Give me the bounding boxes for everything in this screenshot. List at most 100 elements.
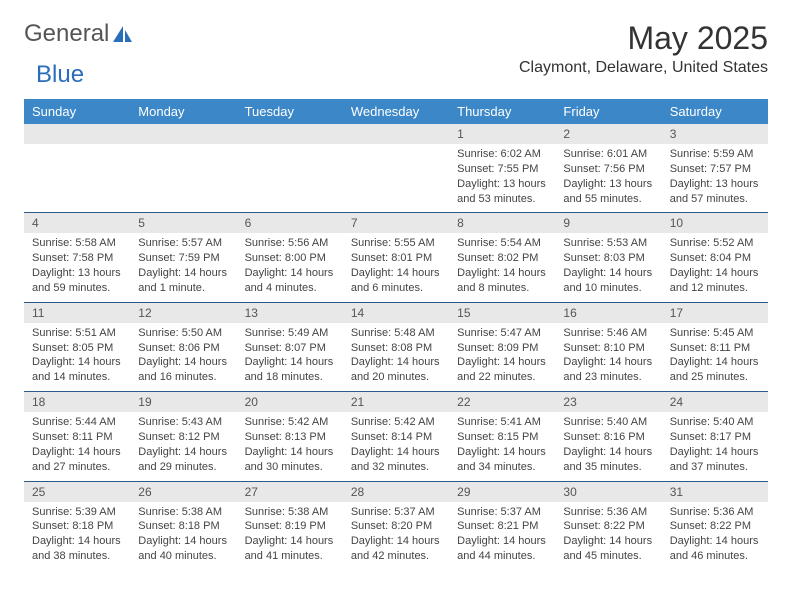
day-number: 31 <box>662 482 768 502</box>
daylight-text: Daylight: 14 hours and 46 minutes. <box>670 534 760 564</box>
day-cell: Sunrise: 5:54 AMSunset: 8:02 PMDaylight:… <box>449 233 555 301</box>
day-number: 11 <box>24 303 130 323</box>
daylight-text: Daylight: 14 hours and 35 minutes. <box>563 445 653 475</box>
week-block: 123Sunrise: 6:02 AMSunset: 7:55 PMDaylig… <box>24 124 768 213</box>
day-cell: Sunrise: 5:57 AMSunset: 7:59 PMDaylight:… <box>130 233 236 301</box>
daylight-text: Daylight: 14 hours and 40 minutes. <box>138 534 228 564</box>
day-header: Saturday <box>662 99 768 124</box>
sunset-text: Sunset: 8:06 PM <box>138 341 228 356</box>
day-header: Tuesday <box>237 99 343 124</box>
sunrise-text: Sunrise: 5:42 AM <box>351 415 441 430</box>
sunset-text: Sunset: 8:03 PM <box>563 251 653 266</box>
day-number: 18 <box>24 392 130 412</box>
sunset-text: Sunset: 7:58 PM <box>32 251 122 266</box>
sunrise-text: Sunrise: 5:44 AM <box>32 415 122 430</box>
daylight-text: Daylight: 14 hours and 10 minutes. <box>563 266 653 296</box>
day-number: 29 <box>449 482 555 502</box>
sunset-text: Sunset: 8:08 PM <box>351 341 441 356</box>
content-row: Sunrise: 5:51 AMSunset: 8:05 PMDaylight:… <box>24 323 768 391</box>
day-cell: Sunrise: 6:01 AMSunset: 7:56 PMDaylight:… <box>555 144 661 212</box>
day-cell: Sunrise: 5:50 AMSunset: 8:06 PMDaylight:… <box>130 323 236 391</box>
sunrise-text: Sunrise: 5:52 AM <box>670 236 760 251</box>
day-header-row: Sunday Monday Tuesday Wednesday Thursday… <box>24 99 768 124</box>
day-number: 19 <box>130 392 236 412</box>
day-number: 10 <box>662 213 768 233</box>
daylight-text: Daylight: 14 hours and 45 minutes. <box>563 534 653 564</box>
sunset-text: Sunset: 8:20 PM <box>351 519 441 534</box>
daylight-text: Daylight: 14 hours and 30 minutes. <box>245 445 335 475</box>
day-header: Monday <box>130 99 236 124</box>
day-cell <box>343 144 449 212</box>
month-title: May 2025 <box>519 20 768 57</box>
day-cell <box>130 144 236 212</box>
sunset-text: Sunset: 8:18 PM <box>32 519 122 534</box>
daylight-text: Daylight: 14 hours and 38 minutes. <box>32 534 122 564</box>
weeks-container: 123Sunrise: 6:02 AMSunset: 7:55 PMDaylig… <box>24 124 768 570</box>
day-number: 30 <box>555 482 661 502</box>
content-row: Sunrise: 5:58 AMSunset: 7:58 PMDaylight:… <box>24 233 768 301</box>
day-cell <box>237 144 343 212</box>
sunset-text: Sunset: 8:11 PM <box>670 341 760 356</box>
daynum-row: 11121314151617 <box>24 303 768 323</box>
day-cell: Sunrise: 5:36 AMSunset: 8:22 PMDaylight:… <box>662 502 768 570</box>
sunrise-text: Sunrise: 5:43 AM <box>138 415 228 430</box>
day-cell: Sunrise: 5:41 AMSunset: 8:15 PMDaylight:… <box>449 412 555 480</box>
sunset-text: Sunset: 7:55 PM <box>457 162 547 177</box>
sunrise-text: Sunrise: 5:39 AM <box>32 505 122 520</box>
day-number: 7 <box>343 213 449 233</box>
sunset-text: Sunset: 8:09 PM <box>457 341 547 356</box>
day-cell: Sunrise: 6:02 AMSunset: 7:55 PMDaylight:… <box>449 144 555 212</box>
sunrise-text: Sunrise: 5:58 AM <box>32 236 122 251</box>
day-number: 8 <box>449 213 555 233</box>
day-number: 9 <box>555 213 661 233</box>
sunset-text: Sunset: 8:10 PM <box>563 341 653 356</box>
sunrise-text: Sunrise: 5:41 AM <box>457 415 547 430</box>
sunrise-text: Sunrise: 5:56 AM <box>245 236 335 251</box>
sunrise-text: Sunrise: 5:38 AM <box>138 505 228 520</box>
day-cell: Sunrise: 5:39 AMSunset: 8:18 PMDaylight:… <box>24 502 130 570</box>
daylight-text: Daylight: 14 hours and 1 minute. <box>138 266 228 296</box>
day-cell: Sunrise: 5:48 AMSunset: 8:08 PMDaylight:… <box>343 323 449 391</box>
day-number: 21 <box>343 392 449 412</box>
sunset-text: Sunset: 8:21 PM <box>457 519 547 534</box>
day-cell: Sunrise: 5:44 AMSunset: 8:11 PMDaylight:… <box>24 412 130 480</box>
day-number: 25 <box>24 482 130 502</box>
day-cell: Sunrise: 5:52 AMSunset: 8:04 PMDaylight:… <box>662 233 768 301</box>
daylight-text: Daylight: 14 hours and 41 minutes. <box>245 534 335 564</box>
day-number <box>343 124 449 144</box>
sunrise-text: Sunrise: 5:59 AM <box>670 147 760 162</box>
day-number <box>130 124 236 144</box>
day-number: 26 <box>130 482 236 502</box>
day-cell: Sunrise: 5:37 AMSunset: 8:20 PMDaylight:… <box>343 502 449 570</box>
sunrise-text: Sunrise: 5:46 AM <box>563 326 653 341</box>
content-row: Sunrise: 5:44 AMSunset: 8:11 PM Daylight:… <box>24 412 768 480</box>
sunset-text: Sunset: 8:01 PM <box>351 251 441 266</box>
sunset-text: Sunset: 8:11 PM <box>32 430 122 445</box>
sunset-text: Sunset: 8:05 PM <box>32 341 122 356</box>
sunset-text: Sunset: 8:04 PM <box>670 251 760 266</box>
daylight-text: Daylight: 14 hours and 42 minutes. <box>351 534 441 564</box>
daylight-text: Daylight: 14 hours and 18 minutes. <box>245 355 335 385</box>
daylight-text: Daylight: 14 hours and 34 minutes. <box>457 445 547 475</box>
daylight-text: Daylight: 14 hours and 8 minutes. <box>457 266 547 296</box>
day-number: 2 <box>555 124 661 144</box>
sunset-text: Sunset: 8:00 PM <box>245 251 335 266</box>
day-number: 17 <box>662 303 768 323</box>
day-number: 12 <box>130 303 236 323</box>
content-row: Sunrise: 5:39 AMSunset: 8:18 PMDaylight:… <box>24 502 768 570</box>
sunrise-text: Sunrise: 5:45 AM <box>670 326 760 341</box>
day-number: 24 <box>662 392 768 412</box>
logo-text-2: Blue <box>36 61 84 88</box>
daylight-text: Daylight: 14 hours and 23 minutes. <box>563 355 653 385</box>
sunrise-text: Sunrise: 5:53 AM <box>563 236 653 251</box>
day-number: 1 <box>449 124 555 144</box>
sunrise-text: Sunrise: 5:49 AM <box>245 326 335 341</box>
daylight-text: Daylight: 13 hours and 59 minutes. <box>32 266 122 296</box>
logo-text-1: General <box>24 20 109 48</box>
sunset-text: Sunset: 8:15 PM <box>457 430 547 445</box>
day-cell: Sunrise: 5:55 AMSunset: 8:01 PMDaylight:… <box>343 233 449 301</box>
daylight-text: Daylight: 14 hours and 12 minutes. <box>670 266 760 296</box>
day-number: 20 <box>237 392 343 412</box>
daynum-row: 18192021222324 <box>24 392 768 412</box>
day-cell: Sunrise: 5:40 AMSunset: 8:17 PMDaylight:… <box>662 412 768 480</box>
